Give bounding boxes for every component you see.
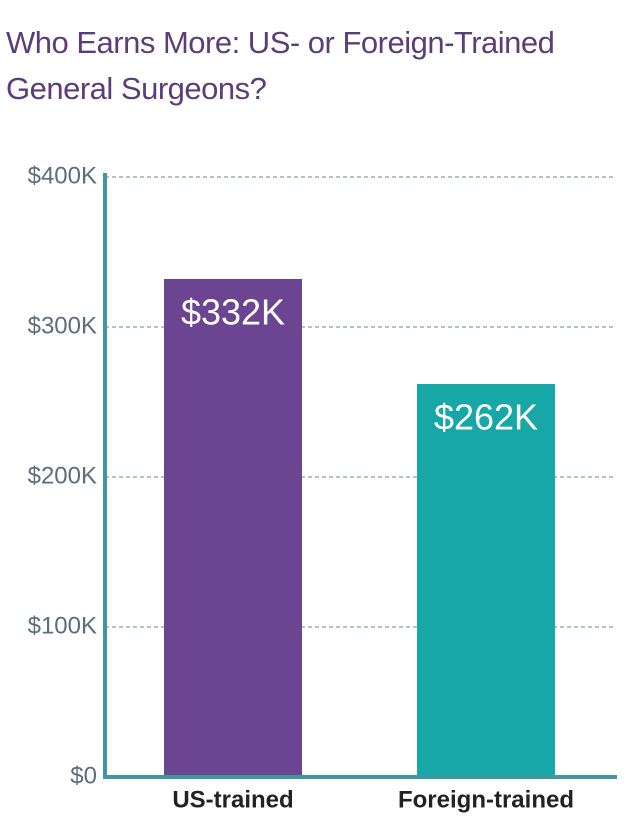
x-tick-label: US-trained bbox=[172, 786, 293, 813]
y-tick-label: $400K bbox=[28, 162, 97, 189]
value-label: $332K bbox=[181, 292, 285, 333]
y-tick-label: $200K bbox=[28, 462, 97, 489]
x-tick-label: Foreign-trained bbox=[398, 786, 574, 813]
y-tick-label: $300K bbox=[28, 312, 97, 339]
y-tick-label: $100K bbox=[28, 612, 97, 639]
chart-title: Who Earns More: US- or Foreign-Trained G… bbox=[6, 25, 555, 106]
value-label: $262K bbox=[434, 397, 538, 438]
y-tick-label: $0 bbox=[70, 762, 97, 789]
bar bbox=[417, 384, 555, 777]
bar bbox=[164, 279, 302, 777]
